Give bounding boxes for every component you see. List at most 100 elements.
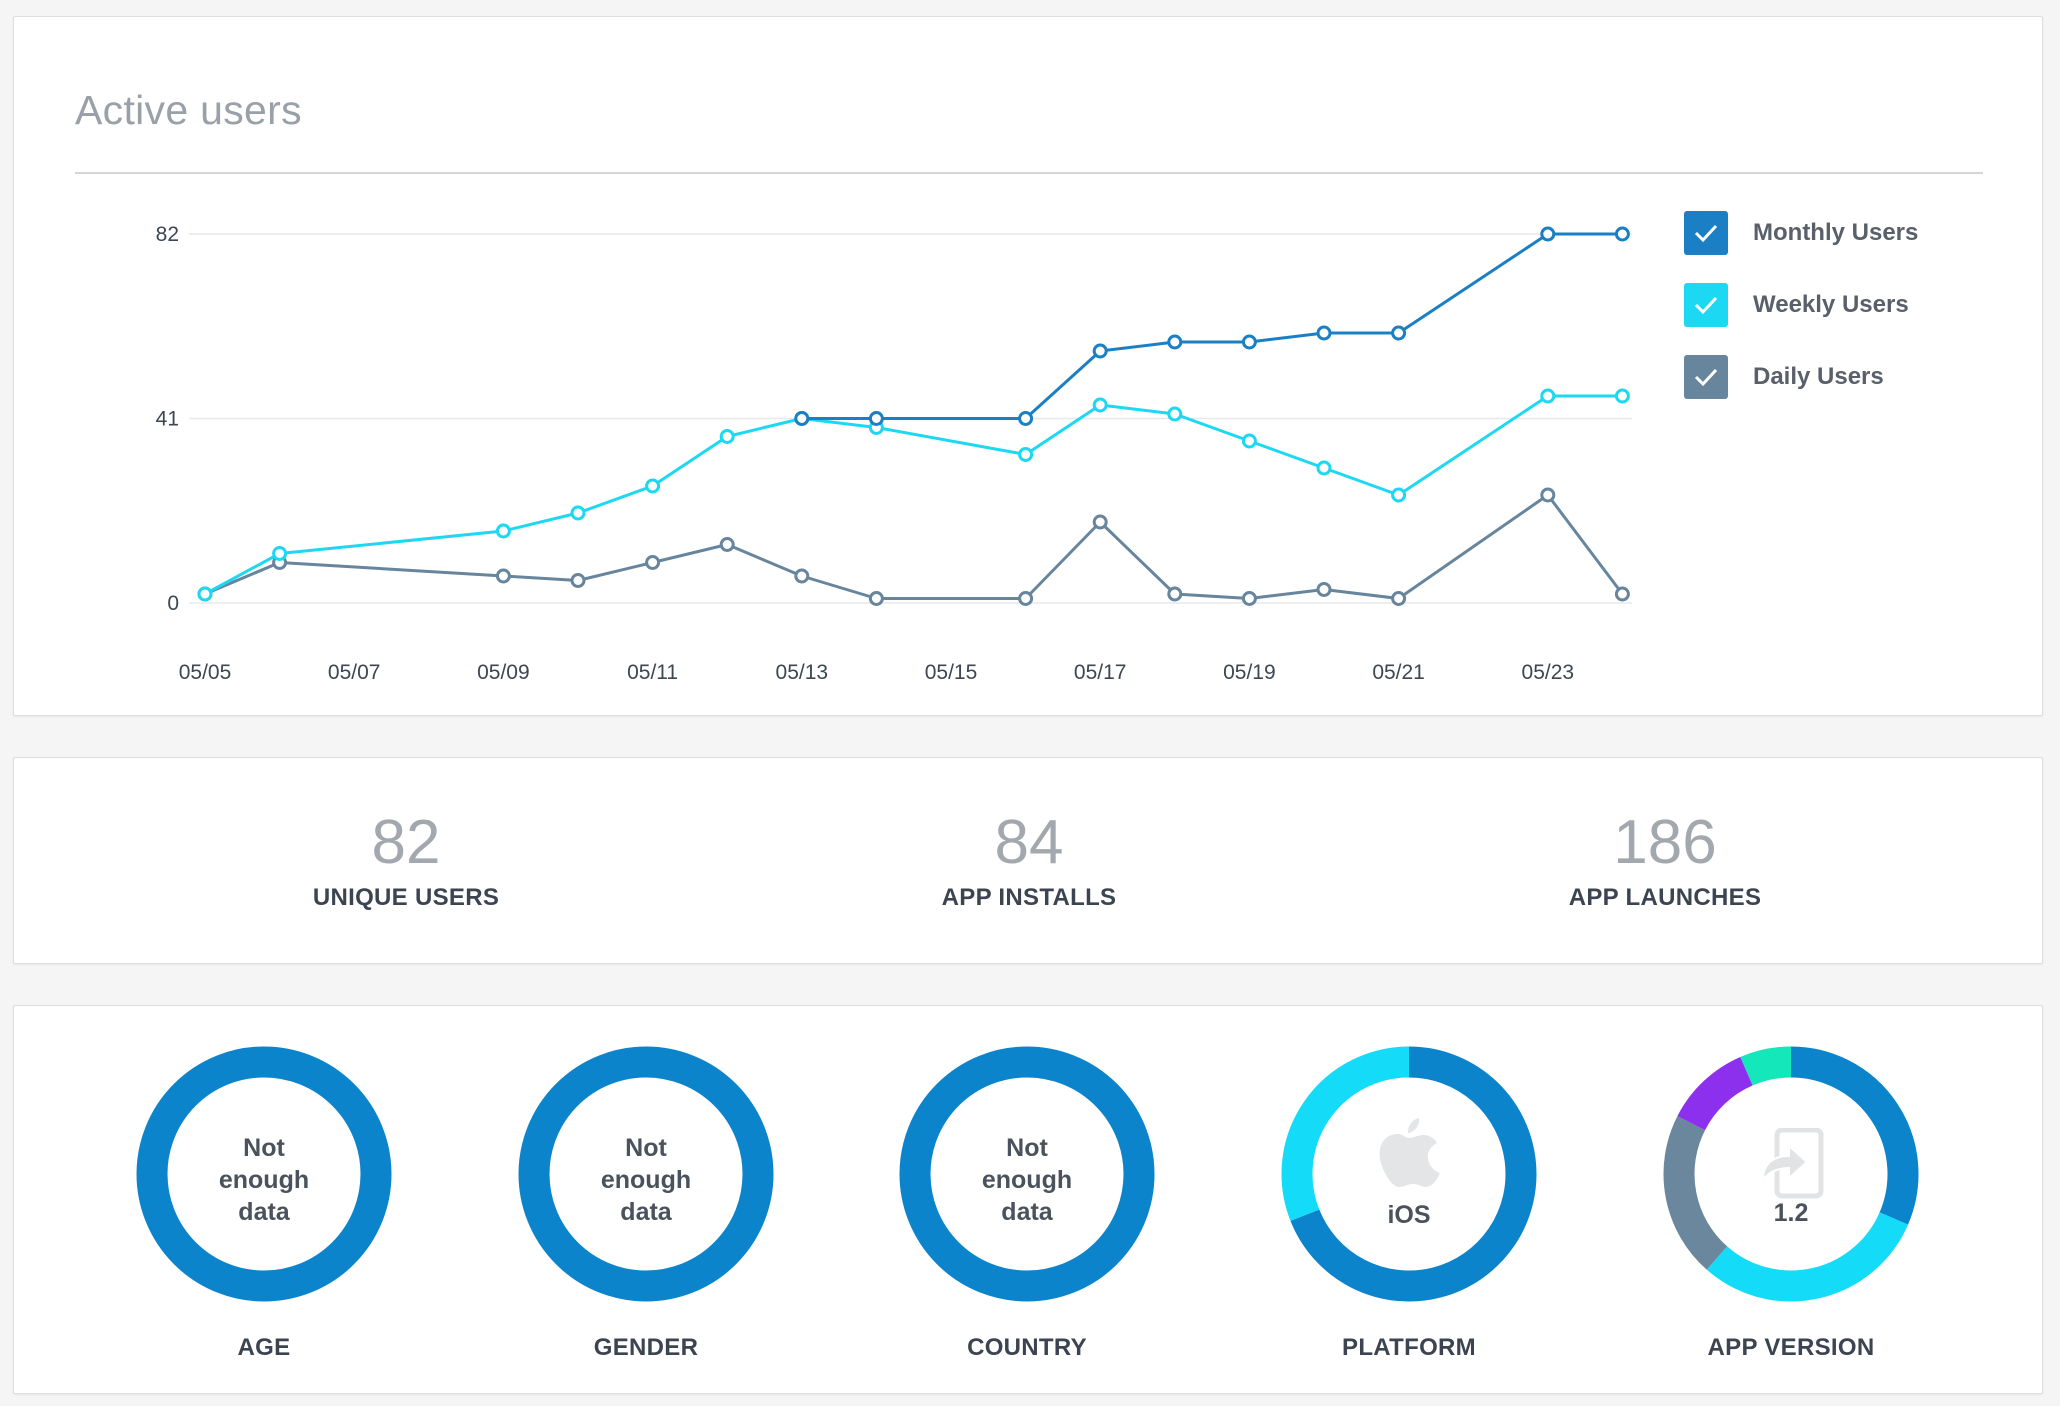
data-point bbox=[1241, 433, 1257, 449]
data-point bbox=[1316, 460, 1332, 476]
series-line-monthly-users bbox=[801, 232, 1623, 420]
stat-value: 82 bbox=[371, 808, 441, 877]
active-users-chart: 0 41 82 05/05 05/07 05/09 05/11 05/13 05/15 05/17… bbox=[156, 223, 1632, 684]
x-tick-label: 05/05 bbox=[179, 661, 232, 684]
data-point bbox=[1316, 325, 1332, 341]
breakdown-label: AGE bbox=[237, 1334, 291, 1361]
donut-segment bbox=[518, 1046, 774, 1302]
data-point bbox=[1614, 388, 1630, 404]
data-point bbox=[1167, 586, 1183, 602]
x-tick-label: 05/07 bbox=[328, 661, 381, 684]
data-point bbox=[719, 537, 735, 552]
stat-label: APP INSTALLS bbox=[941, 884, 1117, 911]
stat-app-launches: 186 APP LAUNCHES bbox=[1465, 758, 1865, 912]
x-tick-label: 05/11 bbox=[627, 661, 678, 684]
data-point bbox=[1018, 447, 1034, 462]
donut-center-text: iOS bbox=[1279, 1199, 1539, 1231]
gender-donut-chart bbox=[518, 1046, 774, 1302]
center-line: iOS bbox=[1387, 1201, 1431, 1229]
series-line-weekly-users bbox=[204, 394, 1623, 596]
donut-segment bbox=[1290, 1046, 1537, 1302]
center-line: enough bbox=[600, 1166, 692, 1194]
data-point bbox=[272, 546, 288, 561]
data-point bbox=[1241, 591, 1257, 606]
data-point bbox=[1540, 388, 1556, 404]
donut-segment bbox=[1677, 1056, 1754, 1131]
platform-donut-chart bbox=[1281, 1046, 1537, 1302]
data-point bbox=[570, 505, 586, 521]
y-tick-label: 82 bbox=[156, 223, 179, 246]
donut-center-text: 1.2 bbox=[1661, 1197, 1921, 1229]
card-title: Active users bbox=[75, 87, 302, 133]
y-tick-label: 41 bbox=[156, 408, 179, 431]
center-line: data bbox=[620, 1198, 672, 1226]
data-point bbox=[495, 523, 511, 539]
checkbox-checked-icon[interactable] bbox=[1684, 355, 1728, 399]
data-point bbox=[1092, 343, 1108, 359]
x-tick-label: 05/15 bbox=[925, 661, 978, 684]
donut-segment bbox=[1663, 1116, 1728, 1270]
data-point bbox=[1167, 334, 1183, 350]
data-point bbox=[1018, 591, 1034, 606]
data-point bbox=[1092, 397, 1108, 413]
donut-segment bbox=[1740, 1046, 1792, 1086]
center-line: Not bbox=[243, 1134, 285, 1162]
breakdown-app-version[interactable]: 1.2 APP VERSION bbox=[1661, 1044, 1921, 1361]
donut-segment bbox=[1706, 1211, 1909, 1302]
center-line: Not bbox=[625, 1134, 667, 1162]
stat-value: 186 bbox=[1613, 808, 1717, 877]
donut-segment bbox=[1281, 1046, 1410, 1221]
data-point bbox=[570, 573, 586, 588]
breakdown-label: GENDER bbox=[593, 1334, 699, 1361]
checkbox-checked-icon[interactable] bbox=[1684, 211, 1728, 255]
stat-label: APP LAUNCHES bbox=[1568, 884, 1762, 911]
checkbox-checked-icon[interactable] bbox=[1684, 283, 1728, 327]
legend-label: Weekly Users bbox=[1753, 291, 1909, 318]
x-tick-label: 05/23 bbox=[1522, 661, 1575, 684]
x-tick-label: 05/17 bbox=[1074, 661, 1127, 684]
data-point bbox=[719, 429, 735, 444]
breakdown-age[interactable]: Not enough data AGE bbox=[134, 1044, 394, 1361]
donut-segment bbox=[1790, 1046, 1919, 1225]
breakdown-label: COUNTRY bbox=[967, 1334, 1087, 1361]
data-point bbox=[1018, 411, 1034, 426]
y-tick-label: 0 bbox=[167, 592, 179, 615]
donut-center-text: Not enough data bbox=[134, 1132, 394, 1228]
breakdown-country[interactable]: Not enough data COUNTRY bbox=[897, 1044, 1157, 1361]
center-line: enough bbox=[218, 1166, 310, 1194]
data-point bbox=[1391, 325, 1407, 341]
x-tick-label: 05/13 bbox=[776, 661, 829, 684]
legend-item-daily-users[interactable]: Daily Users bbox=[1684, 355, 1918, 399]
series-line-daily-users bbox=[204, 493, 1624, 600]
center-line: data bbox=[238, 1198, 290, 1226]
data-point bbox=[495, 568, 511, 584]
center-line: data bbox=[1001, 1198, 1053, 1226]
summary-stats-card: 82 UNIQUE USERS 84 APP INSTALLS 186 APP … bbox=[13, 757, 2043, 964]
data-point bbox=[1391, 487, 1407, 503]
breakdown-label: PLATFORM bbox=[1342, 1334, 1476, 1361]
breakdown-platform[interactable]: iOS PLATFORM bbox=[1279, 1044, 1539, 1361]
data-point bbox=[1316, 582, 1332, 597]
device-share-icon bbox=[1759, 1128, 1825, 1200]
breakdown-label: APP VERSION bbox=[1707, 1334, 1875, 1361]
donut-segment bbox=[899, 1046, 1155, 1302]
breakdown-gender[interactable]: Not enough data GENDER bbox=[516, 1044, 776, 1361]
breakdowns-card: Not enough data AGE Not enough data GEND… bbox=[13, 1005, 2043, 1394]
legend-item-monthly-users[interactable]: Monthly Users bbox=[1684, 211, 1918, 255]
data-point bbox=[197, 586, 213, 602]
data-point bbox=[794, 568, 810, 584]
age-donut-chart bbox=[136, 1046, 392, 1302]
apple-icon bbox=[1376, 1114, 1442, 1188]
donut-center-text: Not enough data bbox=[897, 1132, 1157, 1228]
data-point bbox=[868, 411, 884, 426]
data-point bbox=[1614, 586, 1630, 602]
data-point bbox=[645, 555, 661, 570]
data-point bbox=[1540, 487, 1556, 503]
legend-label: Daily Users bbox=[1753, 363, 1884, 390]
legend-item-weekly-users[interactable]: Weekly Users bbox=[1684, 283, 1918, 327]
donut-center-text: Not enough data bbox=[516, 1132, 776, 1228]
center-line: enough bbox=[981, 1166, 1073, 1194]
data-point bbox=[645, 478, 661, 494]
active-users-card: Active users 0 41 82 05/05 05/07 05/09 05/11 05… bbox=[13, 16, 2043, 716]
x-tick-label: 05/09 bbox=[477, 661, 530, 684]
